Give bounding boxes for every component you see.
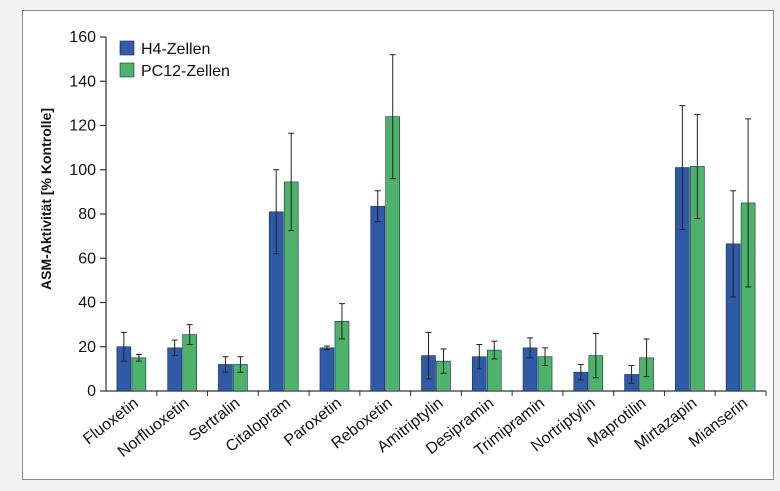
- error-bars-group: [120, 54, 752, 384]
- chart-container: 0 20 40 60 80 100 120 140 160 Fluoxetin Norfluoxe…: [22, 10, 774, 480]
- axes: 0 20 40 60 80 100 120 140 160: [69, 29, 767, 400]
- bar-pc12-fluoxetin: [131, 357, 147, 392]
- legend-swatch-h4: [119, 40, 135, 56]
- y-axis-label: ASM-Aktivität [% Kontrolle]: [38, 108, 54, 290]
- legend-label-pc12: PC12-Zellen: [141, 63, 230, 80]
- legend-swatch-pc12: [119, 62, 135, 78]
- y-tick-label: 120: [69, 118, 96, 135]
- bar-h4-paroxetin: [319, 347, 335, 392]
- y-tick-label: 160: [69, 29, 96, 46]
- y-tick-label: 80: [78, 206, 96, 223]
- legend-label-h4: H4-Zellen: [141, 41, 210, 58]
- y-tick-label: 100: [69, 162, 96, 179]
- y-tick-label: 0: [87, 383, 96, 400]
- y-tick-label: 140: [69, 73, 96, 90]
- bar-chart: 0 20 40 60 80 100 120 140 160 FluoxetinNorfluoxe…: [38, 29, 767, 461]
- bars-group: [116, 116, 756, 392]
- legend: H4-Zellen PC12-Zellen: [119, 40, 230, 80]
- x-tick-labels: FluoxetinNorfluoxetinSertralinCitalopram…: [80, 395, 751, 461]
- y-tick-label: 40: [78, 295, 96, 312]
- y-tick-label: 20: [78, 339, 96, 356]
- y-tick-label: 60: [78, 250, 96, 267]
- bar-h4-reboxetin: [370, 205, 386, 392]
